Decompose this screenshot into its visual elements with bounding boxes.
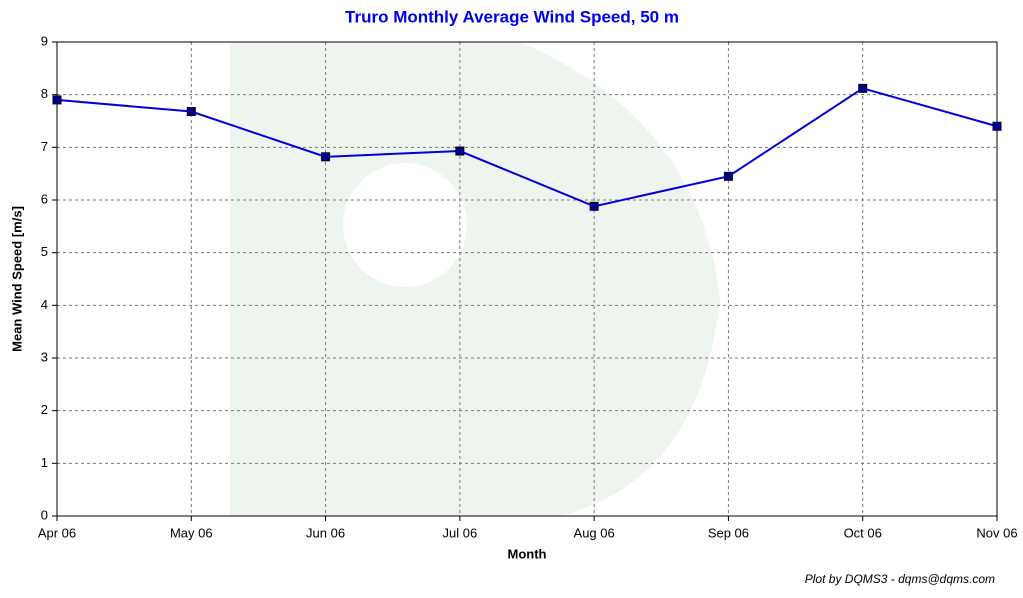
watermark-hub bbox=[343, 163, 467, 287]
y-axis-label: Mean Wind Speed [m/s] bbox=[9, 206, 24, 352]
chart: Truro Monthly Average Wind Speed, 50 m M… bbox=[0, 0, 1023, 593]
data-point bbox=[993, 122, 1001, 130]
chart-title: Truro Monthly Average Wind Speed, 50 m bbox=[345, 7, 679, 26]
footer: Plot by DQMS3 - dqms@dqms.com bbox=[805, 572, 995, 586]
x-tick-label: Aug 06 bbox=[574, 525, 615, 540]
y-tick-label: 3 bbox=[41, 349, 48, 364]
data-point bbox=[53, 96, 61, 104]
data-point bbox=[322, 153, 330, 161]
y-tick-label: 4 bbox=[41, 297, 48, 312]
x-tick-label: Jul 06 bbox=[443, 525, 478, 540]
data-point bbox=[724, 172, 732, 180]
data-point bbox=[187, 108, 195, 116]
y-tick-label: 5 bbox=[41, 244, 48, 259]
y-tick-label: 2 bbox=[41, 402, 48, 417]
data-point bbox=[456, 147, 464, 155]
data-point bbox=[590, 202, 598, 210]
watermark-shape bbox=[230, 42, 720, 516]
x-tick-label: Apr 06 bbox=[38, 525, 76, 540]
y-tick-label: 9 bbox=[41, 33, 48, 48]
x-axis-label: Month bbox=[508, 546, 547, 561]
watermark bbox=[230, 42, 720, 516]
x-tick-label: May 06 bbox=[170, 525, 213, 540]
y-tick-label: 1 bbox=[41, 455, 48, 470]
data-point bbox=[859, 84, 867, 92]
y-tick-label: 0 bbox=[41, 507, 48, 522]
x-tick-label: Jun 06 bbox=[306, 525, 345, 540]
x-tick-label: Nov 06 bbox=[976, 525, 1017, 540]
x-tick-label: Oct 06 bbox=[844, 525, 882, 540]
x-tick-label: Sep 06 bbox=[708, 525, 749, 540]
y-tick-label: 6 bbox=[41, 191, 48, 206]
y-tick-label: 7 bbox=[41, 139, 48, 154]
y-tick-label: 8 bbox=[41, 86, 48, 101]
